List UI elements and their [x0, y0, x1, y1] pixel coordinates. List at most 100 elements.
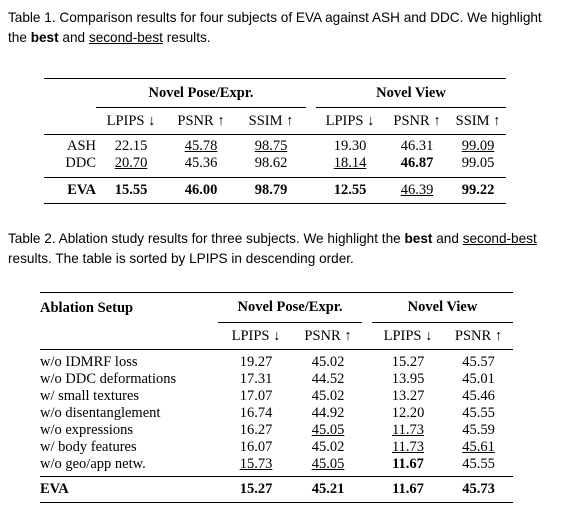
method-label: EVA: [67, 181, 96, 198]
table-row: w/o IDMRF loss 19.27 45.02 15.27 45.57: [40, 349, 513, 372]
table-cell: 15.27: [391, 354, 425, 370]
table2-col-header: LPIPS ↓: [383, 327, 433, 344]
table-cell: 17.07: [239, 388, 273, 404]
table-cell: 99.05: [461, 155, 495, 171]
table2-col-header: PSNR ↑: [304, 327, 352, 344]
table-cell: 99.09: [461, 138, 495, 154]
table1-caption-label: Table 1.: [8, 10, 56, 25]
table2-caption-end: results. The table is sorted by LPIPS in…: [8, 251, 354, 266]
table-cell: 16.27: [239, 422, 273, 438]
ablation-label: w/o IDMRF loss: [40, 354, 138, 370]
table-cell: 45.57: [462, 354, 495, 370]
table-cell: 15.55: [114, 181, 148, 198]
table1: Novel Pose/Expr. Novel View LPIPS ↓ PSNR…: [44, 78, 506, 204]
table2-caption: Table 2. Ablation study results for thre…: [8, 229, 548, 269]
table-cell: 45.59: [462, 422, 495, 438]
table-cell: 11.73: [391, 422, 425, 438]
table2-caption-label: Table 2.: [8, 231, 56, 246]
ablation-setup-header: Ablation Setup: [40, 300, 134, 316]
table-cell: 46.31: [400, 138, 434, 154]
table1-caption-text: Comparison results for four subjects of …: [8, 10, 542, 45]
table1-caption-and: and: [62, 30, 86, 45]
table1-col-header: PSNR ↑: [177, 112, 225, 129]
table-cell: 11.73: [391, 439, 425, 455]
table-row: w/o geo/app netw. 15.73 45.05 11.67 45.5…: [40, 456, 513, 476]
table2-caption-best: best: [404, 231, 433, 246]
table-cell: 44.92: [311, 405, 345, 421]
table-cell: 98.79: [254, 181, 288, 198]
ablation-label: w/o expressions: [40, 422, 134, 438]
table1-caption-second-best: second-best: [88, 30, 163, 45]
table-cell: 11.67: [392, 456, 424, 472]
table-cell: 17.31: [239, 371, 273, 387]
table-cell: 45.02: [311, 388, 345, 404]
table-cell: 99.22: [461, 181, 495, 198]
table2-group-novel-pose: Novel Pose/Expr.: [218, 292, 362, 323]
table-cell: 13.27: [391, 388, 425, 404]
table-cell: 45.55: [462, 405, 495, 421]
table2-group-novel-view: Novel View: [372, 292, 513, 323]
table-cell: 45.55: [462, 456, 495, 472]
table1-caption: Table 1. Comparison results for four sub…: [8, 8, 548, 48]
table-cell: 45.61: [462, 439, 495, 455]
table-cell: 11.67: [392, 480, 424, 497]
table-row: w/o disentanglement 16.74 44.92 12.20 45…: [40, 405, 513, 422]
table-cell: 98.62: [254, 155, 288, 171]
table2-caption-and: and: [436, 231, 459, 246]
table1-col-header: PSNR ↑: [393, 112, 441, 129]
table-cell: 16.74: [239, 405, 273, 421]
table-row: w/ small textures 17.07 45.02 13.27 45.4…: [40, 388, 513, 405]
table-cell: 15.73: [239, 456, 273, 472]
table-cell: 20.70: [114, 155, 148, 171]
table1-group-novel-view: Novel View: [316, 78, 506, 108]
table-cell: 45.01: [462, 371, 495, 387]
table-row: DDC 20.70 45.36 98.62 18.14 46.87 99.05: [44, 155, 506, 177]
table-cell: 45.46: [462, 388, 495, 404]
table-cell: 13.95: [391, 371, 425, 387]
table2-col-header: PSNR ↑: [454, 327, 503, 344]
table-cell: 45.21: [311, 480, 345, 497]
table-cell: 12.55: [333, 181, 367, 198]
table-cell: 45.78: [184, 138, 218, 154]
table-row: w/ body features 16.07 45.02 11.73 45.61: [40, 439, 513, 456]
ablation-label: w/o DDC deformations: [40, 371, 177, 387]
ablation-label: w/ body features: [40, 439, 137, 455]
table-row: ASH 22.15 45.78 98.75 19.30 46.31 99.09: [44, 134, 506, 156]
table1-col-header: LPIPS ↓: [106, 112, 156, 129]
table-cell: 45.36: [184, 155, 218, 171]
table1-col-header: SSIM ↑: [455, 112, 501, 129]
table-cell: 19.27: [239, 354, 273, 370]
table-cell: 46.00: [184, 181, 218, 198]
method-label: DDC: [65, 155, 96, 171]
table2-caption-text: Ablation study results for three subject…: [58, 231, 401, 246]
table1-col-header: LPIPS ↓: [325, 112, 375, 129]
table-cell: 45.73: [462, 480, 495, 497]
table1-group-novel-pose: Novel Pose/Expr.: [96, 78, 306, 108]
table-row: EVA 15.55 46.00 98.79 12.55 46.39 99.22: [44, 177, 506, 203]
table1-caption-end: results.: [166, 30, 211, 45]
table-cell: 46.87: [400, 155, 434, 171]
table-row: EVA 15.27 45.21 11.67 45.73: [40, 476, 513, 502]
table-cell: 16.07: [239, 439, 273, 455]
table-row: w/o expressions 16.27 45.05 11.73 45.59: [40, 422, 513, 439]
table-cell: 18.14: [333, 155, 367, 171]
table-row: w/o DDC deformations 17.31 44.52 13.95 4…: [40, 371, 513, 388]
table-cell: 98.75: [254, 138, 288, 154]
table-cell: 45.02: [311, 439, 345, 455]
table2-caption-second-best: second-best: [462, 231, 537, 246]
table-cell: 12.20: [391, 405, 425, 421]
table-cell: 45.05: [311, 456, 345, 472]
table2-col-header: LPIPS ↓: [231, 327, 281, 344]
table-cell: 46.39: [400, 181, 434, 198]
ablation-label: w/o geo/app netw.: [40, 456, 146, 472]
table-cell: 22.15: [114, 138, 148, 154]
table1-col-header: SSIM ↑: [248, 112, 294, 129]
table-cell: 15.27: [239, 480, 273, 497]
table-cell: 45.05: [311, 422, 345, 438]
ablation-label: w/o disentanglement: [40, 405, 161, 421]
ablation-label: EVA: [40, 480, 69, 497]
table1-caption-best: best: [30, 30, 59, 45]
method-label: ASH: [66, 138, 96, 154]
ablation-label: w/ small textures: [40, 388, 140, 404]
table2: Ablation Setup Novel Pose/Expr. Novel Vi…: [40, 292, 513, 503]
